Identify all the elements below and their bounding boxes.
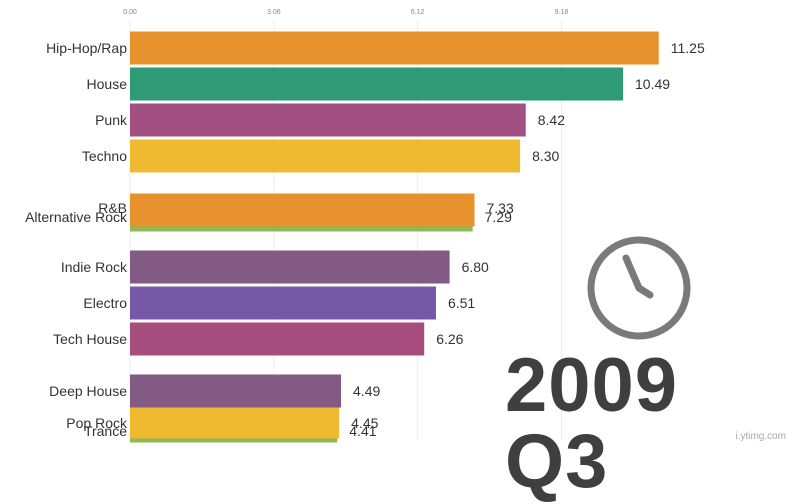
category-label: Indie Rock bbox=[61, 259, 128, 275]
value-label: 8.30 bbox=[532, 148, 559, 164]
x-tick-label: 9.18 bbox=[555, 9, 569, 16]
bar-indie-rock bbox=[130, 250, 450, 284]
category-label: Electro bbox=[83, 295, 127, 311]
category-label: Alternative Rock bbox=[25, 209, 128, 225]
x-axis-ticks: 0.00 3.06 6.12 9.18 bbox=[123, 9, 568, 16]
value-label: 6.26 bbox=[436, 331, 463, 347]
x-tick-label: 6.12 bbox=[411, 9, 425, 16]
bar-r-b bbox=[130, 193, 475, 227]
value-label: 8.42 bbox=[538, 112, 565, 128]
x-tick-label: 3.06 bbox=[267, 9, 281, 16]
bar-deep-house bbox=[130, 374, 342, 408]
bar-techno bbox=[130, 139, 521, 173]
value-label: 10.49 bbox=[635, 76, 670, 92]
category-label: R&B bbox=[98, 200, 127, 216]
value-label: 11.25 bbox=[671, 40, 705, 56]
bar-hip-hop-rap bbox=[130, 31, 659, 65]
bar-electro bbox=[130, 286, 436, 320]
bar-chart: 0.00 3.06 6.12 9.18 Hip-Hop/Rap 11.25 House 10… bbox=[25, 9, 705, 443]
category-label: Punk bbox=[95, 112, 128, 128]
value-label: 4.41 bbox=[349, 423, 376, 439]
category-label: Techno bbox=[82, 148, 127, 164]
category-label: Deep House bbox=[49, 383, 127, 399]
value-label: 4.49 bbox=[353, 383, 380, 399]
x-tick-label: 0.00 bbox=[123, 9, 137, 16]
bar-punk bbox=[130, 103, 526, 137]
value-label: 7.29 bbox=[485, 209, 512, 225]
value-label: 4.45 bbox=[351, 415, 378, 431]
bars bbox=[130, 31, 659, 443]
clock-icon bbox=[587, 236, 691, 340]
value-label: 7.33 bbox=[487, 200, 514, 216]
watermark: i.ytimg.com bbox=[735, 431, 786, 442]
category-label: Hip-Hop/Rap bbox=[46, 40, 127, 56]
category-label: Tech House bbox=[53, 331, 127, 347]
bar-tech-house bbox=[130, 322, 425, 356]
category-label: Pop Rock bbox=[66, 415, 128, 431]
value-label: 6.80 bbox=[462, 259, 489, 275]
category-label: Trance bbox=[84, 423, 127, 439]
category-label: House bbox=[87, 76, 128, 92]
bar-pop-rock bbox=[130, 405, 340, 439]
bar-house bbox=[130, 67, 624, 101]
value-label: 6.51 bbox=[448, 295, 475, 311]
period-label: 2009 Q3 bbox=[505, 343, 679, 504]
labels: Hip-Hop/Rap 11.25 House 10.49 Punk 8.42 Techno… bbox=[25, 40, 705, 439]
